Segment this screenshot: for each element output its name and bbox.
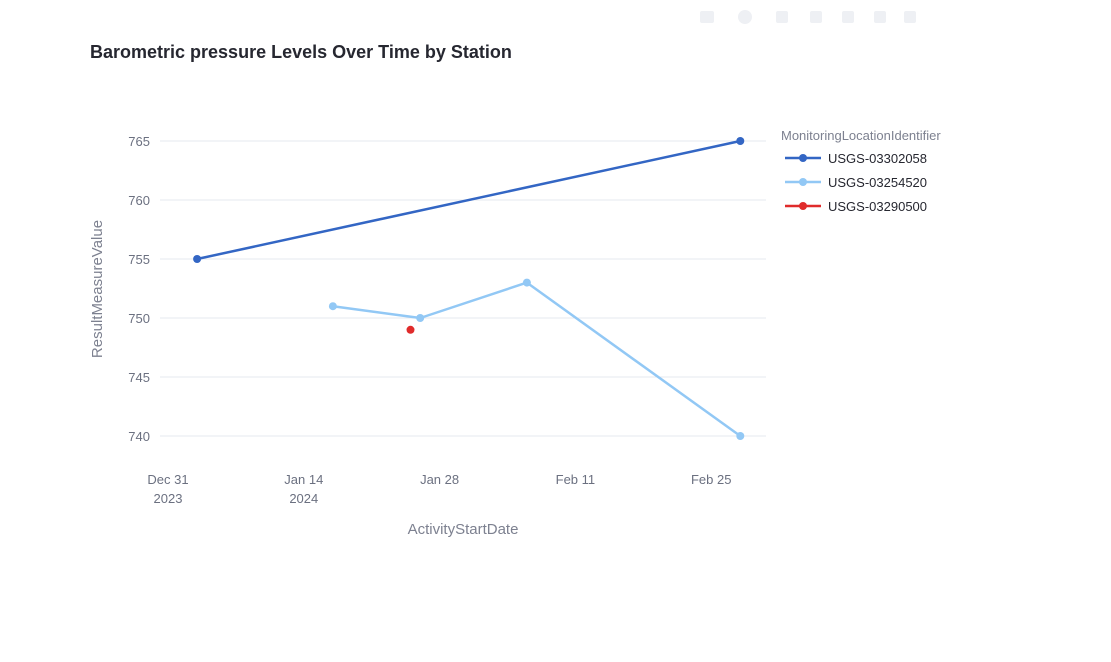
autoscale-icon[interactable] [874, 11, 886, 23]
series-lines [196, 139, 742, 438]
y-tick-label: 755 [128, 252, 150, 267]
zoom-out-icon[interactable] [842, 11, 854, 23]
zoom-in-icon[interactable] [810, 11, 822, 23]
legend-label: USGS-03254520 [828, 175, 927, 190]
data-point [416, 314, 425, 322]
data-point [328, 302, 337, 311]
series-line [332, 281, 742, 438]
series-line [196, 139, 741, 261]
series-points [193, 137, 745, 440]
chart-title: Barometric pressure Levels Over Time by … [90, 42, 512, 62]
x-tick-label: Jan 28 [420, 472, 459, 487]
legend-swatch-marker [799, 202, 807, 210]
x-tick-label: Feb 25 [691, 472, 731, 487]
x-tick-label: Feb 11 [556, 472, 596, 487]
legend-swatch-marker [799, 154, 807, 162]
y-axis-title: ResultMeasureValue [89, 220, 106, 358]
data-point [736, 137, 745, 145]
chart-toolbar[interactable] [700, 10, 916, 24]
legend[interactable]: MonitoringLocationIdentifier USGS-033020… [781, 128, 941, 214]
pan-icon[interactable] [776, 11, 788, 23]
legend-items[interactable]: USGS-03302058 USGS-03254520 USGS-03290500 [785, 151, 927, 214]
y-tick-label: 765 [128, 134, 150, 149]
legend-label: USGS-03290500 [828, 199, 927, 214]
data-point [522, 278, 531, 287]
x-tick-sublabel: 2023 [154, 491, 183, 506]
legend-item[interactable]: USGS-03290500 [785, 199, 927, 214]
legend-title: MonitoringLocationIdentifier [781, 128, 941, 143]
reset-axes-icon[interactable] [904, 11, 916, 23]
data-point [193, 255, 202, 263]
camera-icon[interactable] [700, 11, 714, 23]
y-tick-label: 760 [128, 193, 150, 208]
data-point [736, 432, 745, 440]
x-tick-label: Jan 14 [284, 472, 323, 487]
legend-label: USGS-03302058 [828, 151, 927, 166]
y-tick-label: 745 [128, 370, 150, 385]
x-axis-ticks: Dec 31 2023 Jan 14 2024 Jan 28 Feb 11 Feb 25 [147, 472, 731, 506]
legend-item[interactable]: USGS-03254520 [785, 175, 927, 190]
legend-swatch-marker [799, 178, 807, 186]
x-axis-title: ActivityStartDate [408, 521, 519, 538]
data-point [406, 325, 415, 334]
legend-item[interactable]: USGS-03302058 [785, 151, 927, 166]
y-axis-ticks: 740 745 750 755 760 765 [128, 134, 150, 444]
gridlines [160, 140, 766, 437]
x-tick-sublabel: 2024 [289, 491, 318, 506]
x-tick-label: Dec 31 [147, 472, 188, 487]
y-tick-label: 750 [128, 311, 150, 326]
y-tick-label: 740 [128, 429, 150, 444]
zoom-icon[interactable] [738, 10, 752, 24]
